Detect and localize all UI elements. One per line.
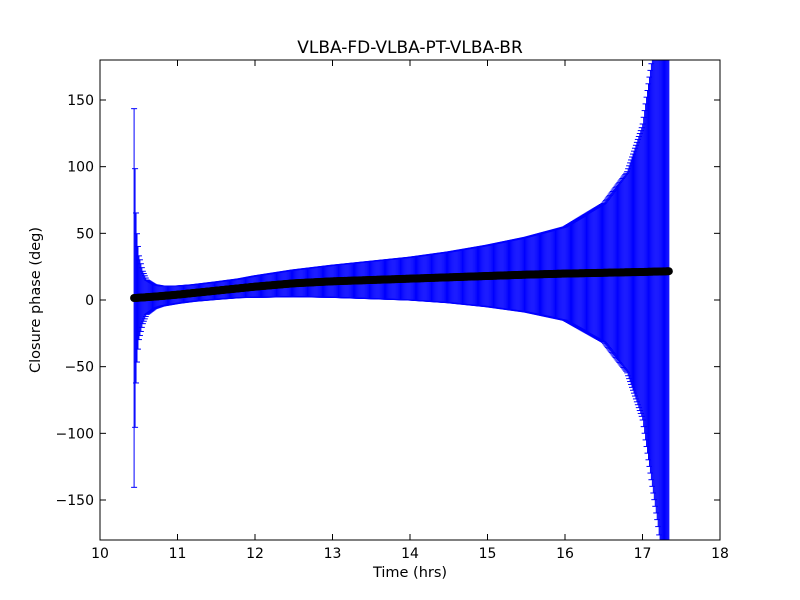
y-tick-label: 100 — [67, 160, 94, 176]
x-tick-label: 11 — [169, 546, 187, 562]
data-point — [664, 267, 673, 276]
x-tick-label: 18 — [711, 546, 729, 562]
y-tick-label: −150 — [56, 493, 94, 509]
data-markers — [130, 267, 673, 302]
y-axis-label: Closure phase (deg) — [28, 227, 44, 373]
axis-tick-labels: 10 11 12 13 14 15 16 17 18 −150 −100 −50 0 50 100 150 — [56, 93, 729, 562]
y-tick-label: −100 — [56, 426, 94, 442]
x-tick-label: 10 — [91, 546, 109, 562]
axis-ticks — [99, 60, 721, 540]
chart-title: VLBA-FD-VLBA-PT-VLBA-BR — [297, 38, 523, 58]
x-tick-label: 12 — [246, 546, 264, 562]
y-tick-label: 150 — [67, 93, 94, 109]
y-tick-label: −50 — [64, 360, 94, 376]
y-tick-label: 50 — [76, 226, 94, 242]
x-tick-label: 16 — [556, 546, 574, 562]
x-tick-label: 13 — [324, 546, 342, 562]
x-tick-label: 14 — [401, 546, 419, 562]
x-tick-label: 17 — [634, 546, 652, 562]
x-tick-label: 15 — [479, 546, 497, 562]
y-tick-label: 0 — [85, 293, 94, 309]
x-axis-label: Time (hrs) — [372, 565, 447, 581]
